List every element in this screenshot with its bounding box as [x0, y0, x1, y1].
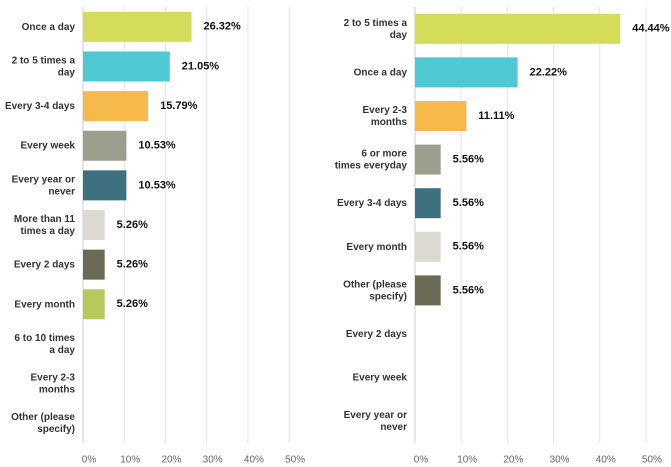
- category-label: Every 2-3 months: [363, 105, 408, 128]
- category-label: Every year or never: [344, 410, 407, 433]
- category-line: Every 2 days: [346, 329, 408, 340]
- category-line: Every month: [14, 299, 75, 310]
- category-line: a day: [49, 345, 75, 356]
- category-label: 6 or more times everyday: [335, 148, 408, 171]
- value-label: 5.56%: [453, 197, 484, 209]
- x-tick-label: 20%: [161, 455, 181, 466]
- category-label: Every 2-3 months: [31, 372, 76, 395]
- x-tick-label: 40%: [596, 455, 616, 466]
- bar: [83, 210, 105, 240]
- category-line: never: [380, 422, 407, 433]
- category-line: Once a day: [354, 67, 408, 78]
- bar: [415, 275, 441, 306]
- value-label: 22.22%: [530, 66, 568, 78]
- bar: [83, 170, 127, 201]
- x-tick-label: 20%: [503, 455, 523, 466]
- category-line: specify): [369, 291, 407, 302]
- bar: [415, 13, 621, 44]
- value-label: 5.26%: [117, 259, 148, 271]
- category-label: 6 to 10 times a day: [14, 333, 75, 356]
- category-line: Every 3-4 days: [5, 101, 75, 112]
- bar: [83, 249, 105, 280]
- value-label: 26.32%: [204, 21, 242, 33]
- value-label: 5.26%: [117, 298, 148, 310]
- category-line: Other (please: [11, 412, 75, 423]
- bar: [83, 91, 149, 122]
- category-line: times everyday: [335, 160, 408, 171]
- value-label: 11.11%: [478, 110, 514, 122]
- category-label: Every 2 days: [14, 259, 76, 270]
- category-label: Once a day: [354, 67, 408, 78]
- bar: [415, 188, 441, 219]
- category-line: specify): [37, 424, 75, 435]
- category-line: Every year or: [344, 410, 407, 421]
- value-label: 10.53%: [138, 179, 176, 191]
- category-label: 2 to 5 times a day: [12, 55, 76, 78]
- category-label: Once a day: [22, 21, 76, 32]
- value-label: 21.05%: [182, 60, 220, 72]
- category-label: Every week: [21, 140, 76, 151]
- x-tick-label: 50%: [285, 455, 305, 466]
- bar: [83, 289, 105, 320]
- value-label: 15.79%: [160, 100, 198, 112]
- category-line: 2 to 5 times a: [344, 17, 408, 28]
- bar: [83, 130, 127, 161]
- category-label: Other (please specify): [11, 412, 75, 435]
- bar: [415, 144, 441, 175]
- value-label: 44.44%: [632, 23, 670, 35]
- x-tick-label: 10%: [120, 455, 140, 466]
- category-label: Every year or never: [12, 174, 75, 197]
- category-label: More than 11 times a day: [14, 214, 76, 237]
- category-line: Every 2-3: [31, 372, 76, 383]
- category-line: months: [39, 384, 76, 395]
- category-line: Every month: [346, 241, 407, 252]
- value-label: 5.56%: [453, 241, 484, 253]
- x-tick-label: 0%: [414, 455, 429, 466]
- x-tick-label: 40%: [244, 455, 264, 466]
- category-line: 6 to 10 times: [14, 333, 75, 344]
- value-label: 10.53%: [138, 140, 176, 152]
- category-line: Once a day: [22, 21, 76, 32]
- category-label: Every month: [346, 241, 407, 252]
- x-tick-label: 30%: [203, 455, 223, 466]
- category-line: Every 3-4 days: [337, 198, 407, 209]
- category-line: Every week: [353, 372, 408, 383]
- x-tick-label: 0%: [82, 455, 97, 466]
- value-label: 5.56%: [453, 284, 484, 296]
- category-line: day: [58, 67, 76, 78]
- category-line: Other (please: [343, 279, 407, 290]
- value-label: 5.26%: [117, 219, 148, 231]
- category-line: times a day: [21, 226, 76, 237]
- bar: [415, 57, 518, 88]
- category-label: Other (please specify): [343, 279, 407, 302]
- category-label: Every 2 days: [346, 329, 408, 340]
- category-label: 2 to 5 times a day: [344, 17, 408, 40]
- category-label: Every week: [353, 372, 408, 383]
- category-line: months: [371, 117, 408, 128]
- category-line: 2 to 5 times a: [12, 55, 76, 66]
- bar: [83, 11, 192, 42]
- category-label: Every 3-4 days: [337, 198, 407, 209]
- category-line: Every 2 days: [14, 259, 76, 270]
- category-line: Every 2-3: [363, 105, 408, 116]
- category-line: 6 or more: [361, 148, 407, 159]
- category-line: Every year or: [12, 174, 75, 185]
- bar: [415, 101, 467, 131]
- category-line: never: [48, 186, 75, 197]
- value-label: 5.56%: [453, 154, 484, 166]
- bar: [83, 51, 170, 82]
- x-tick-label: 30%: [550, 455, 570, 466]
- category-label: Every 3-4 days: [5, 101, 75, 112]
- category-label: Every month: [14, 299, 75, 310]
- x-tick-label: 10%: [457, 455, 477, 466]
- category-line: More than 11: [14, 214, 76, 225]
- category-line: Every week: [21, 140, 76, 151]
- bar: [415, 231, 441, 262]
- category-line: day: [390, 29, 408, 40]
- x-tick-label: 50%: [642, 455, 662, 466]
